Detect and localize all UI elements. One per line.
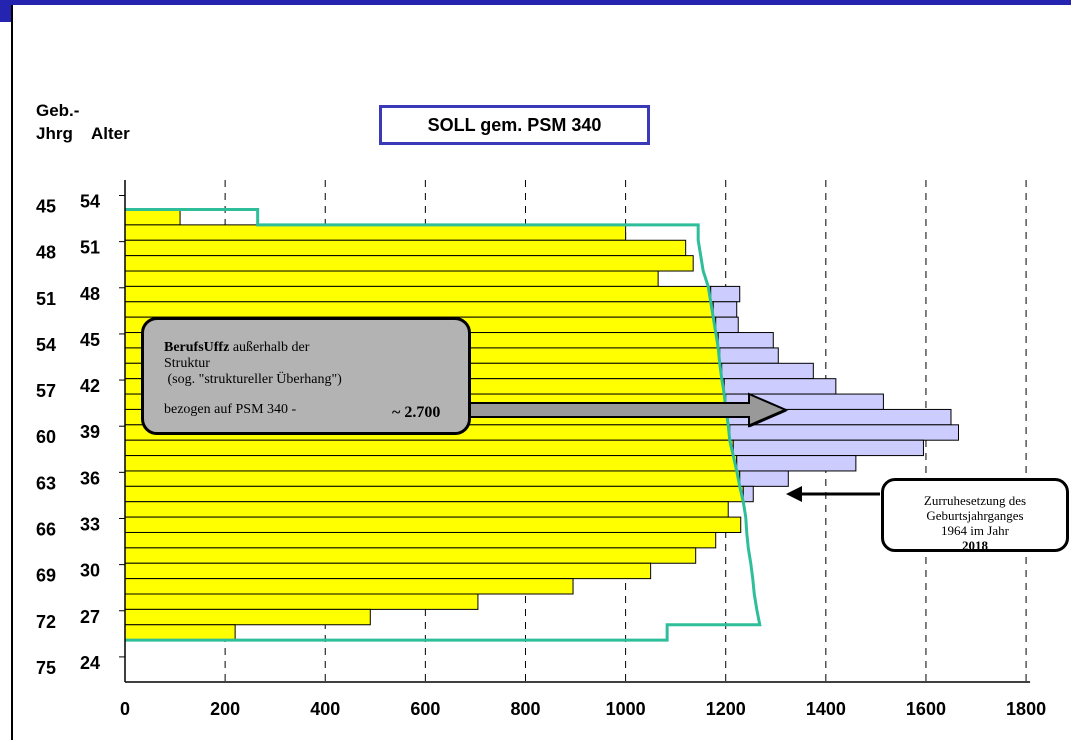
callout-line1-rest: außerhalb der — [229, 340, 310, 355]
age-header: Alter — [91, 124, 130, 143]
age-label-33: 33 — [80, 514, 100, 534]
x-tick-label-200: 200 — [210, 699, 240, 719]
excess-bar-age-43 — [723, 378, 837, 395]
excess-bar-age-36 — [742, 485, 754, 503]
birth-year-label-45: 45 — [36, 197, 56, 217]
window-left-border — [11, 5, 13, 740]
callout-line4: bezogen auf PSM 340 - — [164, 402, 297, 417]
birth-year-label-69: 69 — [36, 566, 56, 586]
callout-bold-term: BerufsUffz — [164, 340, 230, 355]
bar-age-35 — [124, 501, 729, 518]
retirement-note-callout: Zurruhesetzung des Geburtsjahrganges 196… — [881, 478, 1069, 553]
birth-year-label-60: 60 — [36, 427, 56, 447]
birth-year-label-66: 66 — [36, 519, 56, 539]
bar-age-31 — [124, 562, 652, 580]
bar-age-32 — [124, 547, 697, 564]
bar-age-50 — [124, 270, 659, 287]
excess-bar-age-47 — [715, 316, 739, 334]
x-tick-label-1200: 1200 — [706, 699, 746, 719]
x-tick-label-1600: 1600 — [906, 699, 946, 719]
birth-year-label-54: 54 — [36, 335, 56, 355]
x-tick-label-1800: 1800 — [1006, 699, 1046, 719]
bar-age-51 — [124, 255, 694, 272]
birth-year-label-51: 51 — [36, 289, 56, 309]
x-tick-label-800: 800 — [510, 699, 540, 719]
bar-age-33 — [124, 531, 717, 549]
age-label-36: 36 — [80, 468, 100, 488]
birth-year-label-72: 72 — [36, 612, 56, 632]
x-tick-label-1400: 1400 — [806, 699, 846, 719]
chart-title: SOLL gem. PSM 340 — [379, 105, 650, 145]
structural-excess-callout: BerufsUffz außerhalb der Struktur (sog. … — [141, 317, 471, 435]
excess-bar-age-39 — [732, 439, 924, 457]
soll-outline — [125, 208, 762, 642]
x-tick-label-600: 600 — [410, 699, 440, 719]
excess-bar-age-37 — [739, 470, 789, 487]
bar-age-28 — [124, 608, 371, 626]
excess-bar-age-46 — [717, 332, 774, 349]
excess-bar-age-38 — [736, 455, 857, 472]
age-label-51: 51 — [80, 238, 100, 258]
bar-age-37 — [124, 470, 741, 487]
note-year: 2018 — [962, 538, 988, 553]
bar-age-36 — [124, 485, 744, 503]
note-line3-prefix: 1964 im Jahr — [941, 523, 1009, 538]
bar-age-53 — [124, 224, 627, 241]
age-label-39: 39 — [80, 422, 100, 442]
window-corner-marker — [0, 0, 13, 22]
bar-age-48 — [124, 301, 714, 318]
bar-age-29 — [124, 593, 479, 610]
bar-age-38 — [124, 455, 738, 472]
bar-age-49 — [124, 285, 712, 303]
birth-year-header-line1: Geb.- — [36, 101, 80, 120]
birth-year-label-48: 48 — [36, 243, 56, 263]
excess-bar-age-40 — [729, 424, 959, 441]
birth-year-label-63: 63 — [36, 473, 56, 493]
note-arrow-head — [786, 486, 802, 502]
age-label-42: 42 — [80, 376, 100, 396]
note-line2: Geburtsjahrganges — [926, 508, 1024, 523]
age-label-54: 54 — [80, 192, 100, 212]
birth-year-label-57: 57 — [36, 381, 56, 401]
bar-age-54 — [124, 209, 181, 226]
note-line1: Zurruhesetzung des — [923, 493, 1027, 508]
birth-year-header-line2: Jhrg — [36, 124, 73, 143]
age-label-45: 45 — [80, 330, 100, 350]
x-tick-label-0: 0 — [120, 699, 130, 719]
bar-age-34 — [124, 516, 742, 533]
callout-value: ~ 2.700 — [392, 404, 441, 421]
birth-year-label-75: 75 — [36, 658, 56, 678]
excess-bar-age-45 — [719, 347, 779, 364]
excess-bar-age-49 — [710, 285, 741, 303]
excess-bar-age-44 — [721, 362, 814, 380]
excess-bar-age-48 — [712, 301, 738, 318]
bar-age-30 — [124, 578, 574, 595]
x-tick-label-400: 400 — [310, 699, 340, 719]
x-tick-label-1000: 1000 — [606, 699, 646, 719]
bar-age-39 — [124, 439, 734, 457]
excess-arrow-edge — [748, 408, 787, 428]
age-label-30: 30 — [80, 561, 100, 581]
note-line3: 1964 im Jahr 2018 — [888, 523, 1062, 553]
age-label-27: 27 — [80, 607, 100, 627]
bar-age-27 — [124, 624, 236, 641]
age-label-48: 48 — [80, 284, 100, 304]
bar-age-52 — [124, 239, 687, 257]
age-label-24: 24 — [80, 653, 100, 673]
window-top-border — [0, 0, 1071, 5]
callout-line3: (sog. "struktureller Überhang") — [164, 372, 342, 387]
callout-line2: Struktur — [164, 356, 210, 371]
callout-line1: BerufsUffz außerhalb der — [164, 340, 468, 356]
